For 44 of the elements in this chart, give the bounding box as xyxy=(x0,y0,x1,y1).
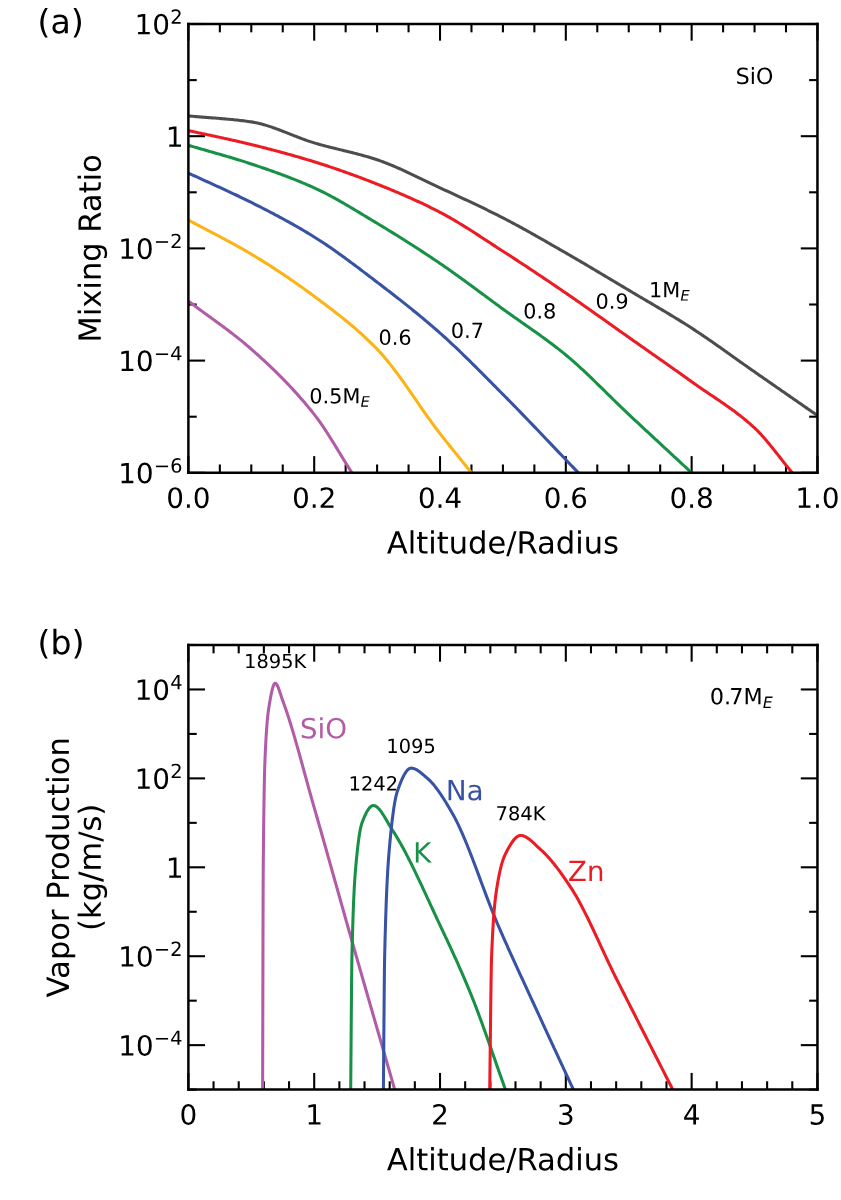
annotation: 1242 xyxy=(350,775,397,791)
y-tick-label: 10$^{−6}$ xyxy=(121,458,182,484)
annotation: 784K xyxy=(497,805,546,821)
series-label: SiO xyxy=(301,717,346,739)
y-tick-label: 10$^{−2}$ xyxy=(121,233,181,260)
series-label: 0.7 xyxy=(452,322,483,339)
annotation: 1895K xyxy=(246,653,307,669)
text: (b) xyxy=(40,628,82,659)
y-tick-label: 1 xyxy=(168,857,181,878)
series-label: 0.9 xyxy=(596,293,628,309)
x-tick-label: 0.8 xyxy=(671,487,712,509)
x-tick-label: 0.0 xyxy=(168,487,209,509)
y-tick-label: 10$^{−2}$ xyxy=(121,941,181,967)
x-tick-label: 0.4 xyxy=(419,487,461,509)
y-axis-title: Mixing Ratio xyxy=(77,155,108,340)
series-label: 1M$_{E}$ xyxy=(651,282,690,301)
text: (a) xyxy=(40,7,81,38)
series-label: K xyxy=(415,842,432,863)
y-axis-title: Vapor Production (kg/m/s) xyxy=(45,739,108,998)
x-tick-label: 2 xyxy=(433,1103,447,1125)
y-tick-label: 10$^{4}$ xyxy=(137,675,182,701)
y-tick-label: 10$^{−4}$ xyxy=(121,1030,182,1056)
x-tick-label: 5 xyxy=(810,1104,824,1125)
x-axis-title: Altitude/Radius xyxy=(387,530,618,557)
y-tick-label: 1 xyxy=(168,126,181,147)
x-tick-label: 3 xyxy=(559,1103,573,1125)
x-tick-label: 4 xyxy=(684,1104,699,1125)
y-tick-label: 10$^{2}$ xyxy=(137,9,181,35)
series-label: 0.5M$_{E}$ xyxy=(310,387,370,407)
x-tick-label: 1.0 xyxy=(798,487,838,509)
y-tick-label: 10$^{−4}$ xyxy=(121,346,182,372)
x-tick-label: 0.2 xyxy=(293,487,334,509)
x-axis-title: Altitude/Radius xyxy=(387,1147,618,1174)
series-label: Na xyxy=(448,779,482,801)
series-label: Zn xyxy=(569,860,603,881)
x-tick-label: 0.6 xyxy=(545,487,587,509)
annotation: 0.7M$_{E}$ xyxy=(711,687,773,708)
x-tick-label: 1 xyxy=(308,1104,321,1125)
series-label: 0.6 xyxy=(379,329,411,346)
x-tick-label: 0 xyxy=(181,1103,196,1125)
annotation: 1095 xyxy=(388,738,435,754)
series-label: 0.8 xyxy=(524,303,555,319)
y-tick-label: 10$^{2}$ xyxy=(137,763,181,790)
annotation: SiO xyxy=(737,67,773,85)
